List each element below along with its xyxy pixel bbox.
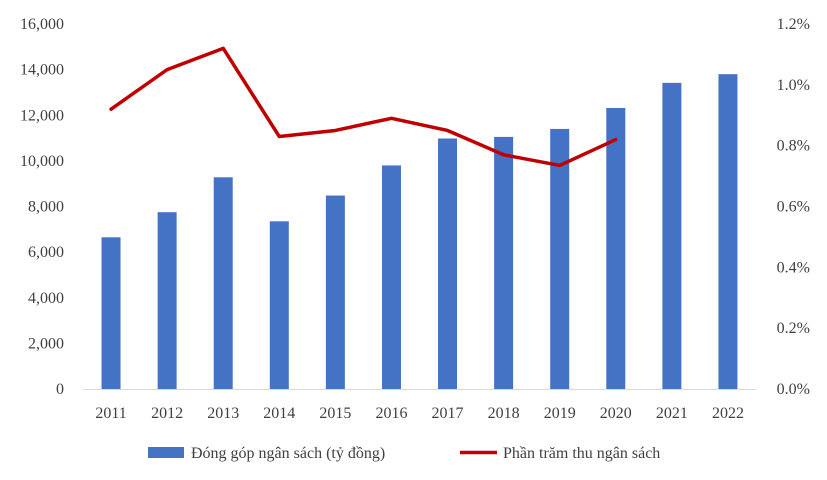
y-right-tick-label: 0.4%	[777, 259, 810, 276]
y-right-tick-label: 0.2%	[777, 320, 810, 337]
legend-label-line: Phần trăm thu ngân sách	[503, 445, 660, 462]
y-left-tick-label: 12,000	[20, 107, 64, 124]
bar	[381, 165, 401, 389]
bar	[662, 82, 682, 389]
legend-label-bar: Đóng góp ngân sách (tỷ đồng)	[191, 445, 385, 462]
x-tick-label: 2013	[207, 405, 239, 422]
y-left-tick-label: 8,000	[28, 199, 64, 216]
x-tick-label: 2021	[656, 405, 688, 422]
bar	[438, 138, 458, 389]
x-tick-label: 2018	[488, 405, 520, 422]
y-right-tick-label: 0.8%	[777, 138, 810, 155]
y-left-tick-label: 2,000	[28, 335, 64, 352]
x-tick-label: 2019	[544, 405, 576, 422]
x-tick-label: 2012	[151, 405, 183, 422]
bar	[157, 212, 177, 389]
x-tick-label: 2015	[319, 405, 351, 422]
x-tick-label: 2011	[95, 405, 126, 422]
line-series-percent	[109, 46, 618, 168]
y-right-tick-label: 1.2%	[777, 16, 810, 33]
y-left-tick-label: 10,000	[20, 153, 64, 170]
y-left-tick-label: 6,000	[28, 244, 64, 261]
y-right-tick-label: 0.0%	[777, 381, 810, 398]
y-right-tick-label: 0.6%	[777, 199, 810, 216]
bar	[494, 136, 514, 389]
bar	[101, 237, 121, 389]
x-tick-label: 2020	[600, 405, 632, 422]
x-tick-label: 2016	[375, 405, 407, 422]
x-tick-label: 2017	[432, 405, 464, 422]
y-right-tick-label: 1.0%	[777, 77, 810, 94]
x-tick-label: 2014	[263, 405, 295, 422]
bar	[325, 195, 345, 389]
bar	[550, 128, 570, 389]
bar	[718, 74, 738, 389]
y-left-tick-label: 14,000	[20, 62, 64, 79]
legend-swatch-bar	[148, 447, 184, 458]
y-left-tick-label: 0	[56, 381, 64, 398]
bar	[269, 221, 289, 389]
bar	[606, 107, 626, 389]
y-left-tick-label: 4,000	[28, 290, 64, 307]
y-left-tick-label: 16,000	[20, 16, 64, 33]
x-tick-label: 2022	[712, 405, 744, 422]
bar	[213, 177, 233, 389]
